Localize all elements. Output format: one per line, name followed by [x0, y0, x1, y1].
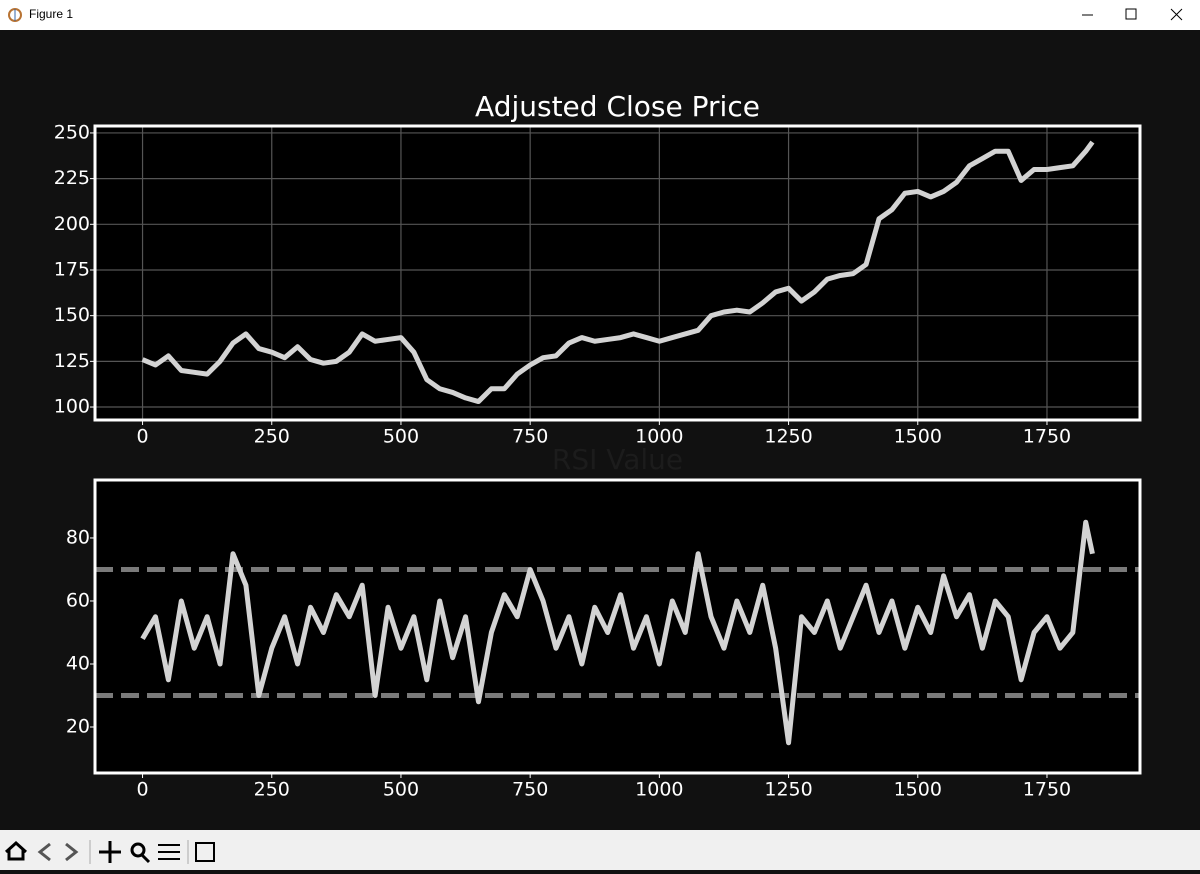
x-tick-label: 1250	[764, 426, 812, 448]
price-line	[140, 519, 1095, 746]
x-tick-label: 1000	[635, 779, 683, 801]
x-tick-label: 0	[137, 426, 149, 448]
pan-button[interactable]	[99, 841, 121, 863]
chart-title: RSI Value	[552, 443, 683, 476]
y-tick-label: 100	[54, 396, 90, 418]
x-tick-label: 250	[254, 426, 290, 448]
x-tick-label: 1250	[764, 779, 812, 801]
x-tick-label: 500	[383, 426, 419, 448]
y-tick-label: 175	[54, 258, 90, 280]
x-tick-label: 1500	[894, 426, 942, 448]
window-title: Figure 1	[29, 7, 74, 21]
y-tick-label: 125	[54, 350, 90, 372]
chart-title: Adjusted Close Price	[475, 90, 760, 123]
axes-frame	[93, 124, 1142, 422]
x-tick-label: 750	[512, 426, 548, 448]
y-tick-label: 250	[54, 121, 90, 143]
x-tick-label: 1750	[1023, 779, 1071, 801]
y-tick-label: 20	[66, 716, 90, 738]
close[interactable]	[1170, 8, 1183, 21]
axes-background	[95, 480, 1140, 773]
x-tick-label: 500	[383, 779, 419, 801]
toolbar-icons[interactable]	[0, 830, 230, 870]
y-tick-label: 225	[54, 167, 90, 189]
y-tick-label: 60	[66, 589, 90, 611]
window-controls[interactable]	[1060, 0, 1200, 30]
axes-frame	[93, 478, 1142, 775]
home-button[interactable]	[4, 840, 28, 861]
y-tick-label: 80	[66, 526, 90, 548]
price-line	[141, 140, 1095, 405]
axes-background	[95, 126, 1140, 420]
x-tick-label: 250	[254, 779, 290, 801]
x-tick-label: 0	[137, 779, 149, 801]
y-tick-label: 40	[66, 652, 90, 674]
y-tick-label: 200	[54, 213, 90, 235]
x-tick-label: 750	[512, 779, 548, 801]
x-tick-label: 1000	[635, 426, 683, 448]
app-icon	[8, 8, 22, 22]
configure-button[interactable]	[158, 844, 180, 860]
y-tick-label: 150	[54, 304, 90, 326]
x-tick-label: 1500	[894, 779, 942, 801]
maximize[interactable]	[1125, 8, 1137, 20]
toolbar	[0, 830, 1200, 870]
save-button[interactable]	[195, 842, 215, 862]
x-tick-label: 1750	[1023, 426, 1071, 448]
back-button[interactable]	[37, 842, 51, 862]
forward-button[interactable]	[65, 842, 79, 862]
title-bar: Figure 1	[0, 0, 1200, 30]
zoom-button[interactable]	[130, 842, 146, 858]
